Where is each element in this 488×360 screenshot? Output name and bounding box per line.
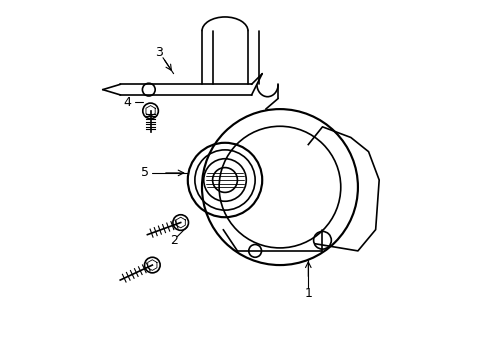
Text: 1: 1 [304,287,312,300]
Text: 5: 5 [141,166,149,179]
Text: 3: 3 [155,46,163,59]
Text: 4: 4 [123,95,131,108]
Text: 2: 2 [169,234,177,247]
